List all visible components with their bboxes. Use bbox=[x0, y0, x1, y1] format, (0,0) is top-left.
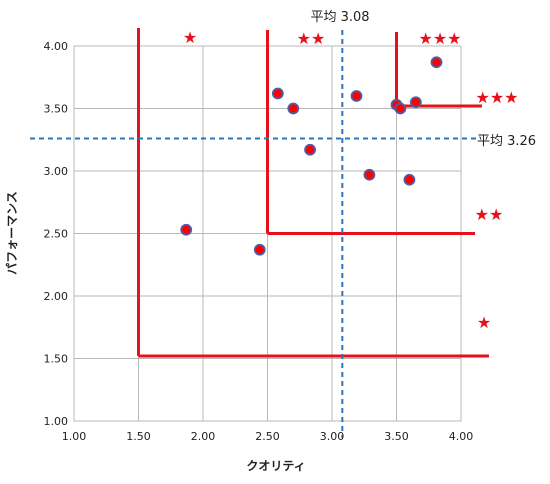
star-top-three: ★★★ bbox=[418, 29, 461, 48]
data-point bbox=[350, 90, 363, 102]
data-point bbox=[430, 56, 443, 69]
y-tick-label: 2.50 bbox=[44, 228, 69, 241]
y-tick-label: 3.00 bbox=[44, 165, 69, 178]
y-average-label: 平均 3.26 bbox=[477, 134, 536, 149]
data-point bbox=[271, 87, 284, 100]
data-points-layer bbox=[180, 56, 443, 256]
data-point bbox=[409, 96, 422, 109]
star-right-three: ★★★ bbox=[475, 88, 518, 107]
star-right-two: ★★ bbox=[475, 205, 504, 224]
rank-boundary-layer bbox=[137, 28, 489, 358]
x-tick-label: 2.00 bbox=[191, 430, 216, 443]
y-tick-label: 2.00 bbox=[44, 290, 69, 303]
star-top-one: ★ bbox=[183, 28, 197, 47]
x-tick-label: 3.50 bbox=[384, 430, 409, 443]
y-tick-label: 4.00 bbox=[44, 40, 69, 53]
data-point bbox=[253, 243, 266, 256]
tick-label-layer: 1.00 1.50 2.00 2.50 3.00 3.50 4.00 1.00 1.50 2.00… bbox=[44, 40, 474, 443]
data-point bbox=[403, 173, 416, 186]
star-top-two: ★★ bbox=[297, 29, 326, 48]
x-tick-label: 1.00 bbox=[62, 430, 87, 443]
star-right-one: ★ bbox=[477, 313, 491, 332]
x-average-label: 平均 3.08 bbox=[310, 10, 369, 25]
data-point bbox=[304, 143, 316, 156]
data-point bbox=[180, 223, 193, 236]
x-axis-label: クオリティ bbox=[246, 459, 305, 473]
data-point bbox=[287, 102, 300, 115]
x-tick-label: 1.50 bbox=[126, 430, 151, 443]
y-axis-label: パフォーマンス bbox=[5, 191, 19, 275]
y-tick-label: 1.50 bbox=[44, 353, 69, 366]
x-tick-label: 3.00 bbox=[320, 430, 345, 443]
x-tick-label: 2.50 bbox=[255, 430, 280, 443]
x-tick-label: 4.00 bbox=[449, 430, 474, 443]
y-tick-label: 3.50 bbox=[44, 103, 69, 116]
data-point bbox=[363, 168, 376, 181]
data-point bbox=[394, 102, 407, 115]
y-tick-label: 1.00 bbox=[44, 415, 69, 428]
average-reference-layer bbox=[30, 30, 476, 438]
